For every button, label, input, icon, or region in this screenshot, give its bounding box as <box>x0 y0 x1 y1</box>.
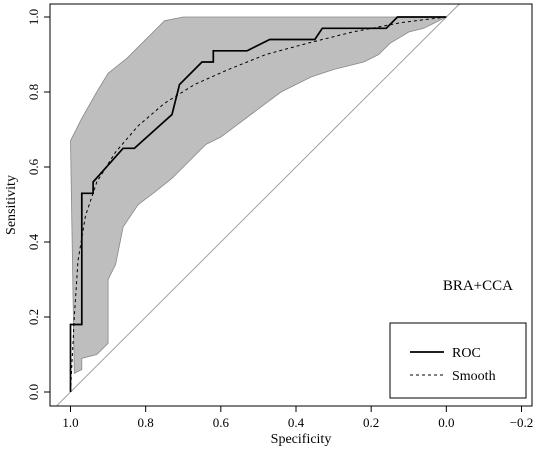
y-tick-label: 0.2 <box>26 309 41 325</box>
legend-label-smooth: Smooth <box>452 369 496 384</box>
x-tick-label: 0.6 <box>213 415 230 430</box>
x-tick-label: 0.2 <box>363 415 379 430</box>
x-tick-label: 0.4 <box>288 415 305 430</box>
x-tick-label: 0.0 <box>438 415 454 430</box>
y-tick-label: 0.6 <box>26 158 41 175</box>
y-tick-label: 0.4 <box>26 233 41 250</box>
y-tick-label: 0.0 <box>26 384 41 400</box>
roc-curve <box>69 16 447 392</box>
smooth-curve <box>70 16 447 393</box>
legend: ROC Smooth <box>389 322 527 399</box>
confidence-band <box>70 16 447 374</box>
legend-box <box>389 322 527 399</box>
plot-region <box>56 3 460 407</box>
model-annotation: BRA+CCA <box>443 278 513 294</box>
y-tick-label: 1.0 <box>26 9 41 25</box>
y-axis-label: Sensitivity <box>4 175 19 235</box>
y-axis: 0.0 0.2 0.4 0.6 0.8 1.0 <box>26 9 50 400</box>
x-axis-label: Specificity <box>271 432 332 447</box>
x-axis: 1.0 0.8 0.6 0.4 0.2 0.0 −0.2 <box>62 406 533 430</box>
x-tick-label: 0.8 <box>138 415 154 430</box>
x-tick-label: 1.0 <box>62 415 78 430</box>
y-tick-label: 0.8 <box>26 84 41 100</box>
x-tick-label: −0.2 <box>510 415 534 430</box>
plot-frame <box>49 3 533 407</box>
reference-diagonal <box>56 3 460 407</box>
legend-label-roc: ROC <box>452 346 481 361</box>
